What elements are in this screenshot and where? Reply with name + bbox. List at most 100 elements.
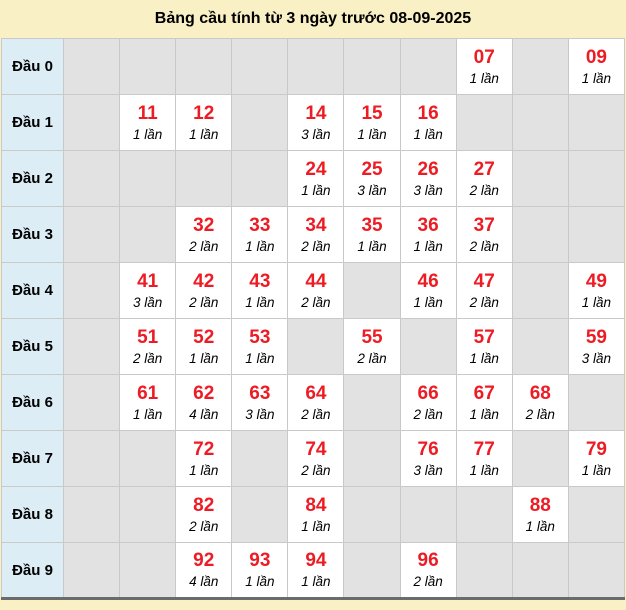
cell-count: 1 lần	[525, 518, 555, 534]
cell-count: 2 lần	[525, 406, 555, 422]
table-row: Đầu 1 11 1 lần 12 1 lần 14 3 lần 15 1 lần 16 1 lần	[1, 94, 626, 151]
number-cell: 26 3 lần	[399, 150, 457, 207]
number-cell: 68 2 lần	[511, 374, 569, 431]
cell-count: 2 lần	[189, 238, 219, 254]
table-row: Đầu 7 72 1 lần 74 2 lần 76 3 lần 77 1 lần 79 1 lần	[1, 430, 626, 487]
cell-number: 25	[361, 158, 383, 180]
cell-count: 1 lần	[245, 294, 275, 310]
cell-number: 59	[585, 326, 607, 348]
table-row: Đầu 4 41 3 lần 42 2 lần 43 1 lần 44 2 lần 46 1 lần…	[1, 262, 626, 319]
cell-count: 1 lần	[189, 350, 219, 366]
number-cell: 63 3 lần	[231, 374, 289, 431]
cell-count: 2 lần	[301, 462, 331, 478]
cell-count: 3 lần	[357, 182, 387, 198]
cell-count: 1 lần	[581, 70, 612, 86]
number-cell: 88 1 lần	[511, 486, 569, 543]
number-cell: 16 1 lần	[399, 94, 457, 151]
number-cell: 35 1 lần	[343, 206, 401, 263]
cell-count: 1 lần	[469, 70, 499, 86]
empty-cell	[567, 542, 626, 599]
number-cell: 52 1 lần	[175, 318, 233, 375]
empty-cell	[343, 374, 401, 431]
number-cell: 53 1 lần	[231, 318, 289, 375]
empty-cell	[455, 542, 513, 599]
number-cell: 66 2 lần	[399, 374, 457, 431]
cell-number: 51	[137, 326, 159, 348]
number-cell: 59 3 lần	[567, 318, 626, 375]
number-cell: 09 1 lần	[567, 38, 626, 95]
cell-number: 33	[249, 214, 271, 236]
number-cell: 84 1 lần	[287, 486, 345, 543]
cell-number: 79	[585, 438, 607, 460]
cell-count: 2 lần	[301, 294, 331, 310]
empty-cell	[511, 94, 569, 151]
number-cell: 47 2 lần	[455, 262, 513, 319]
number-cell: 24 1 lần	[287, 150, 345, 207]
empty-cell	[119, 38, 177, 95]
row-label: Đầu 4	[1, 262, 64, 319]
cell-number: 47	[473, 270, 495, 292]
number-cell: 36 1 lần	[399, 206, 457, 263]
row-label: Đầu 6	[1, 374, 64, 431]
cell-number: 74	[305, 438, 327, 460]
cell-count: 1 lần	[245, 574, 275, 590]
empty-cell	[567, 206, 626, 263]
cell-number: 41	[137, 270, 159, 292]
row-label: Đầu 5	[1, 318, 64, 375]
cell-count: 2 lần	[189, 294, 219, 310]
cell-count: 2 lần	[413, 406, 443, 422]
table-row: Đầu 5 51 2 lần 52 1 lần 53 1 lần 55 2 lần 57 1 lần…	[1, 318, 626, 375]
page-title: Bảng cầu tính từ 3 ngày trước 08-09-2025	[154, 10, 472, 27]
empty-cell	[119, 486, 177, 543]
cell-count: 1 lần	[469, 350, 499, 366]
cell-number: 12	[193, 102, 215, 124]
number-cell: 93 1 lần	[231, 542, 289, 599]
cell-count: 1 lần	[301, 182, 331, 198]
number-cell: 72 1 lần	[175, 430, 233, 487]
cell-count: 2 lần	[413, 574, 443, 590]
table-row: Đầu 3 32 2 lần 33 1 lần 34 2 lần 35 1 lần 36 1 lần…	[1, 206, 626, 263]
cell-count: 1 lần	[189, 126, 219, 142]
number-cell: 11 1 lần	[119, 94, 177, 151]
number-cell: 34 2 lần	[287, 206, 345, 263]
cell-count: 1 lần	[189, 462, 219, 478]
empty-cell	[231, 94, 289, 151]
empty-cell	[455, 486, 513, 543]
empty-cell	[231, 150, 289, 207]
number-cell: 67 1 lần	[455, 374, 513, 431]
cell-number: 35	[361, 214, 383, 236]
cell-count: 2 lần	[469, 182, 499, 198]
cell-number: 24	[305, 158, 327, 180]
empty-cell	[343, 38, 401, 95]
empty-cell	[287, 38, 345, 95]
row-label: Đầu 1	[1, 94, 64, 151]
cell-count: 3 lần	[581, 350, 612, 366]
empty-cell	[455, 94, 513, 151]
number-cell: 64 2 lần	[287, 374, 345, 431]
cell-count: 3 lần	[413, 182, 443, 198]
empty-cell	[62, 38, 121, 95]
cell-number: 64	[305, 382, 327, 404]
cell-number: 82	[193, 494, 215, 516]
cell-count: 3 lần	[301, 126, 331, 142]
empty-cell	[567, 486, 626, 543]
cell-count: 2 lần	[469, 294, 499, 310]
number-cell: 79 1 lần	[567, 430, 626, 487]
number-cell: 32 2 lần	[175, 206, 233, 263]
cell-number: 14	[305, 102, 327, 124]
cell-number: 88	[529, 494, 551, 516]
empty-cell	[343, 542, 401, 599]
cell-number: 37	[473, 214, 495, 236]
empty-cell	[399, 38, 457, 95]
cell-number: 66	[417, 382, 439, 404]
cell-number: 16	[417, 102, 439, 124]
cell-count: 1 lần	[301, 574, 331, 590]
empty-cell	[399, 486, 457, 543]
cell-number: 44	[305, 270, 327, 292]
row-label: Đầu 3	[1, 206, 64, 263]
cell-count: 2 lần	[301, 238, 331, 254]
cell-count: 2 lần	[469, 238, 499, 254]
number-cell: 44 2 lần	[287, 262, 345, 319]
number-cell: 57 1 lần	[455, 318, 513, 375]
